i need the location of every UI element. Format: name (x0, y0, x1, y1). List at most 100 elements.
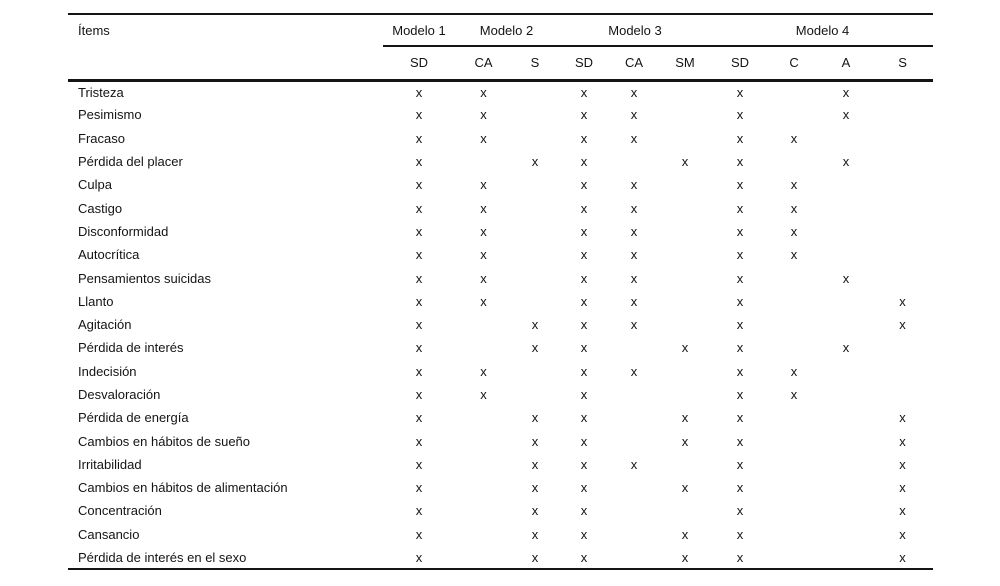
mark-cell: x (736, 387, 744, 402)
mark-cell: x (480, 270, 487, 286)
empty-cell (455, 313, 512, 336)
mark-cell: x (736, 363, 744, 379)
mark-cell: x (630, 223, 638, 239)
item-label: Desvaloración (78, 387, 161, 402)
empty-cell (820, 243, 872, 266)
group-header-modelo-2: Modelo 2 (455, 14, 559, 47)
mark-cell: x (531, 154, 539, 170)
group-header-modelo-3: Modelo 3 (558, 14, 713, 47)
empty-cell (512, 266, 558, 289)
empty-cell (610, 545, 659, 571)
mark-cell: x (531, 503, 539, 519)
empty-cell (658, 243, 712, 266)
empty-cell (658, 127, 712, 150)
empty-cell (658, 383, 712, 406)
mark-cell: x (736, 177, 744, 193)
mark-cell: x (415, 317, 423, 333)
empty-cell (658, 173, 712, 196)
empty-cell (768, 336, 820, 359)
empty-cell (512, 360, 558, 383)
empty-cell (820, 406, 872, 429)
column-header-m3-sm: SM (658, 46, 713, 82)
empty-cell (872, 360, 933, 383)
table-row: Pérdida de energía x x x x x x (68, 406, 933, 429)
mark-cell: x (580, 247, 588, 263)
mark-cell: x (580, 456, 588, 472)
mark-cell: x (580, 387, 588, 402)
mark-cell: x (531, 456, 539, 472)
mark-cell: x (630, 130, 638, 146)
mark-cell: x (736, 456, 744, 472)
empty-cell (455, 545, 512, 571)
empty-cell (820, 545, 873, 571)
empty-cell (872, 336, 933, 359)
mark-cell: x (415, 363, 423, 379)
mark-cell: x (630, 247, 638, 263)
mark-cell: x (736, 107, 744, 123)
empty-cell (610, 476, 658, 499)
empty-cell (455, 406, 512, 429)
mark-cell: x (630, 456, 638, 472)
table-header: Ítems Modelo 1 Modelo 2 Modelo 3 Modelo … (68, 14, 934, 82)
empty-cell (610, 406, 658, 429)
mark-cell: x (415, 293, 423, 309)
mark-cell: x (580, 84, 588, 100)
table-row: Fracaso x x x x x x (68, 127, 933, 150)
mark-cell: x (630, 200, 638, 216)
mark-cell: x (899, 317, 906, 333)
table-row: Disconformidad x x x x x x (68, 220, 933, 243)
empty-cell (768, 453, 820, 476)
mark-cell: x (580, 363, 588, 379)
mark-cell: x (480, 84, 487, 100)
mark-cell: x (630, 293, 638, 309)
empty-cell (872, 383, 933, 406)
group-header-modelo-4: Modelo 4 (712, 14, 934, 47)
empty-cell (455, 476, 512, 499)
item-label: Tristeza (78, 84, 124, 100)
mark-cell: x (480, 130, 487, 146)
mark-cell: x (480, 107, 487, 123)
items-column-header: Ítems (68, 14, 383, 82)
item-label: Disconformidad (78, 223, 169, 239)
empty-cell (768, 406, 820, 429)
table-row: Indecisión x x x x x x (68, 360, 933, 383)
mark-cell: x (415, 456, 423, 472)
mark-cell: x (899, 433, 906, 449)
mark-cell: x (658, 545, 713, 571)
empty-cell (820, 290, 872, 313)
empty-cell (658, 103, 712, 126)
column-header-m4-a: A (820, 46, 873, 82)
table-row: Castigo x x x x x x (68, 196, 933, 219)
mark-cell: x (580, 480, 588, 496)
mark-cell: x (736, 223, 744, 239)
mark-cell: x (531, 480, 539, 496)
mark-cell: x (415, 130, 423, 146)
mark-cell: x (580, 317, 588, 333)
mark-cell: x (415, 177, 423, 193)
table-row: Cansancio x x x x x x (68, 523, 933, 546)
mark-cell: x (712, 545, 769, 571)
mark-cell: x (415, 387, 423, 402)
column-header-m1-sd: SD (383, 46, 455, 82)
mark-cell: x (736, 433, 744, 449)
empty-cell (658, 360, 712, 383)
empty-cell (658, 196, 712, 219)
empty-cell (512, 127, 558, 150)
models-items-table: Ítems Modelo 1 Modelo 2 Modelo 3 Modelo … (68, 13, 934, 571)
mark-cell: x (531, 526, 539, 542)
table-row: Desvaloración x x x x x (68, 383, 933, 406)
mark-cell: x (630, 317, 638, 333)
mark-cell: x (790, 200, 798, 216)
item-label: Pensamientos suicidas (78, 270, 211, 286)
mark-cell: x (580, 154, 588, 170)
empty-cell (610, 523, 658, 546)
empty-cell (872, 266, 933, 289)
mark-cell: x (415, 84, 423, 100)
empty-cell (658, 290, 712, 313)
table-row: Cambios en hábitos de sueño x x x x x x (68, 429, 933, 452)
empty-cell (610, 150, 658, 173)
empty-cell (820, 499, 872, 522)
item-label: Autocrítica (78, 247, 140, 263)
mark-cell: x (580, 503, 588, 519)
item-label: Agitación (78, 317, 132, 333)
